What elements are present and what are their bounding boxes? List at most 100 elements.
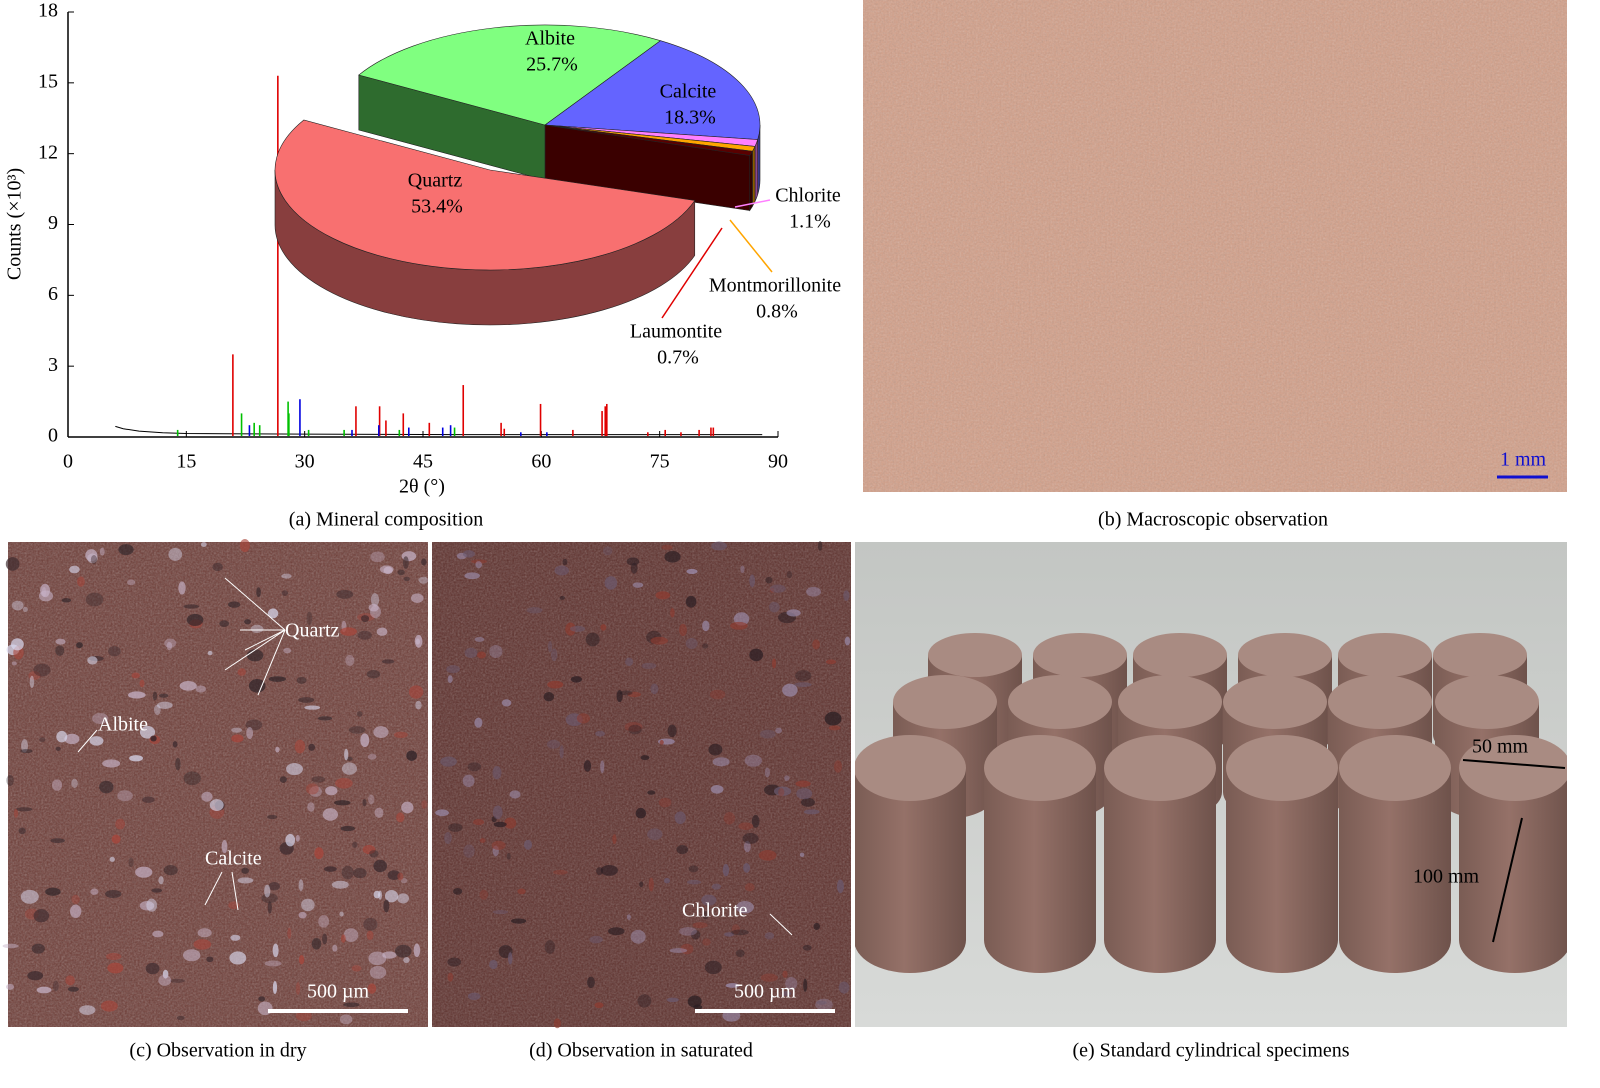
- grain: [608, 927, 625, 936]
- grain: [647, 790, 656, 795]
- grain: [632, 582, 644, 588]
- grain: [387, 870, 401, 881]
- grain: [844, 636, 851, 646]
- grain: [828, 725, 841, 731]
- pie-value-label: 18.3%: [664, 107, 716, 129]
- grain: [287, 927, 292, 939]
- grain: [109, 856, 115, 862]
- grain: [379, 565, 394, 574]
- grain: [311, 776, 326, 783]
- cylinder-top: [1104, 735, 1216, 801]
- grain: [447, 972, 454, 982]
- grain: [626, 557, 640, 566]
- grain: [664, 551, 681, 563]
- grain: [553, 1018, 561, 1029]
- grain: [219, 620, 230, 628]
- grain: [352, 841, 358, 848]
- grain: [200, 542, 207, 547]
- grain: [768, 601, 780, 613]
- cylinder-body: [1104, 768, 1216, 973]
- grain: [5, 557, 20, 571]
- grain: [325, 786, 338, 796]
- cylinder-body: [1226, 768, 1338, 973]
- grain: [659, 740, 664, 745]
- grain: [139, 725, 156, 739]
- grain: [127, 579, 136, 586]
- grain: [295, 1010, 312, 1022]
- grain: [397, 569, 405, 576]
- grain: [595, 730, 606, 737]
- leader: [77, 729, 98, 753]
- grain: [472, 819, 485, 826]
- grain: [639, 881, 644, 888]
- grain: [384, 889, 399, 903]
- grain: [353, 867, 367, 879]
- grain: [547, 640, 553, 653]
- cylinder-body: [1339, 768, 1451, 973]
- grain: [286, 763, 303, 776]
- grain: [322, 808, 339, 821]
- grain: [11, 600, 24, 611]
- leader: [231, 871, 239, 911]
- grain: [163, 864, 178, 876]
- grain: [764, 932, 775, 940]
- grain: [702, 938, 711, 946]
- y-tick-label: 0: [48, 425, 58, 447]
- grain: [711, 883, 722, 890]
- grain: [332, 944, 338, 952]
- grain: [825, 659, 837, 665]
- cylinder-top: [1433, 633, 1527, 677]
- grain: [45, 887, 61, 896]
- grain: [129, 755, 143, 762]
- grain: [158, 876, 164, 885]
- grain: [552, 869, 568, 875]
- grain: [778, 788, 785, 797]
- grain: [722, 863, 730, 877]
- grain: [268, 676, 286, 682]
- pie-value-label: 0.7%: [657, 347, 699, 369]
- grain: [523, 839, 533, 850]
- grain: [749, 648, 764, 662]
- grain: [510, 918, 527, 924]
- grain: [89, 736, 104, 746]
- grain: [368, 794, 375, 805]
- grain: [176, 1015, 185, 1021]
- grain: [738, 822, 754, 831]
- grain: [295, 834, 300, 842]
- y-tick-label: 15: [38, 70, 58, 92]
- grain: [264, 884, 271, 898]
- grain: [400, 878, 408, 884]
- grain: [794, 682, 812, 688]
- grain: [20, 749, 33, 754]
- grain: [309, 786, 322, 798]
- grain: [264, 960, 282, 967]
- grain: [666, 997, 679, 1003]
- grain: [29, 675, 35, 689]
- grain: [710, 785, 724, 794]
- mineral-label: Quartz: [285, 620, 340, 642]
- y-tick-label: 18: [38, 0, 58, 22]
- leader: [244, 629, 286, 651]
- grain: [281, 590, 289, 597]
- grain: [67, 986, 79, 992]
- grain: [175, 757, 181, 771]
- x-tick-label: 15: [176, 451, 196, 473]
- grain: [55, 638, 66, 645]
- grain: [744, 754, 762, 767]
- grain: [261, 893, 278, 904]
- grain: [517, 888, 526, 895]
- grain: [308, 743, 316, 751]
- grain: [402, 556, 409, 569]
- grain: [27, 970, 44, 981]
- grain: [268, 881, 280, 891]
- grain: [345, 654, 355, 666]
- caption: (a) Mineral composition: [289, 509, 483, 531]
- grain: [317, 716, 333, 721]
- grain: [641, 662, 657, 670]
- y-tick-label: 12: [38, 141, 58, 163]
- grain: [493, 821, 507, 828]
- grain: [650, 683, 659, 695]
- grain: [334, 800, 351, 806]
- grain: [504, 817, 517, 829]
- grain: [447, 957, 462, 967]
